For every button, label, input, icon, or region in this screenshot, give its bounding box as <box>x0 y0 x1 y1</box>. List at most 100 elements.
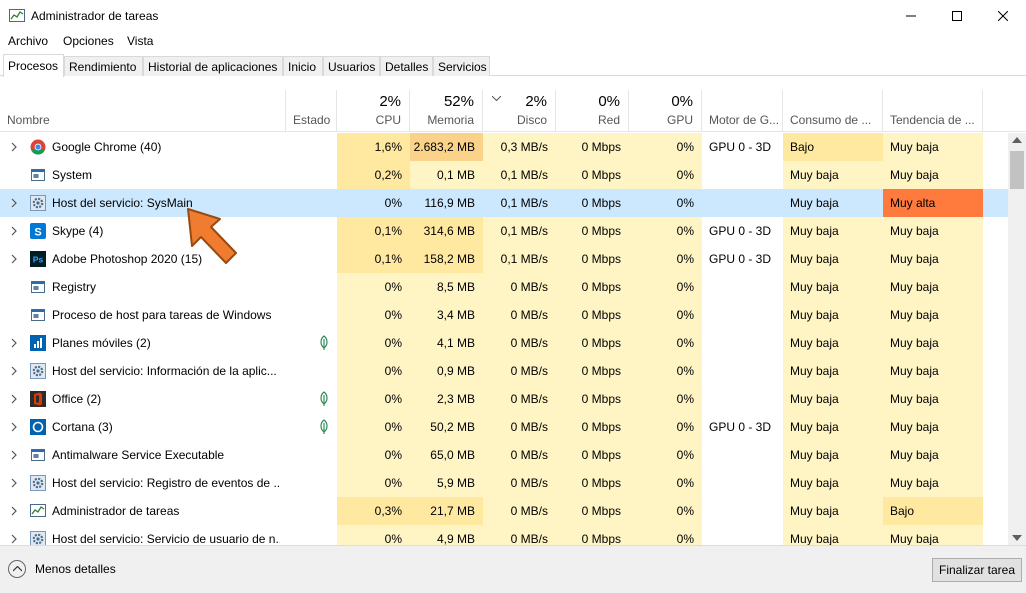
col-power-label: Consumo de ... <box>790 113 872 127</box>
expand-chevron-icon[interactable] <box>9 197 19 209</box>
cell-gpu: 0% <box>629 357 702 385</box>
process-name: Antimalware Service Executable <box>52 448 225 462</box>
col-disk[interactable]: 2% Disco <box>483 90 556 132</box>
col-memory-label: Memoria <box>427 113 474 127</box>
cell-cons: Muy baja <box>783 469 883 497</box>
less-details-button[interactable]: Menos detalles <box>8 559 116 579</box>
expand-chevron-icon[interactable] <box>9 141 19 153</box>
menu-opciones[interactable]: Opciones <box>63 34 114 48</box>
cell-disk: 0 MB/s <box>483 357 556 385</box>
table-row[interactable]: Registry 0% 8,5 MB 0 MB/s 0 Mbps 0% Muy baja Mu… <box>0 273 1008 301</box>
col-cpu[interactable]: 2% CPU <box>337 90 410 132</box>
table-row[interactable]: Host del servicio: SysMain 0% 116,9 MB 0,1 … <box>0 189 1008 217</box>
cell-gpu: 0% <box>629 469 702 497</box>
cell-motor <box>702 189 783 217</box>
tab-procesos[interactable]: Procesos <box>3 54 64 77</box>
col-disk-label: Disco <box>516 113 547 127</box>
cell-mem: 314,6 MB <box>410 217 483 245</box>
cell-cpu: 1,6% <box>337 133 410 161</box>
cell-cons: Muy baja <box>783 245 883 273</box>
expand-chevron-icon[interactable] <box>9 337 19 349</box>
cell-net: 0 Mbps <box>556 161 629 189</box>
cell-tend: Muy alta <box>883 189 983 217</box>
cell-mem: 21,7 MB <box>410 497 483 525</box>
window-icon <box>30 307 46 323</box>
col-status[interactable]: Estado <box>286 90 337 132</box>
scroll-up-icon[interactable] <box>1012 137 1022 143</box>
gear-icon <box>30 195 46 211</box>
cell-tend: Muy baja <box>883 357 983 385</box>
col-gpu[interactable]: 0% GPU <box>629 90 702 132</box>
col-memory[interactable]: 52% Memoria <box>410 90 483 132</box>
cell-gpu: 0% <box>629 441 702 469</box>
cell-cons: Muy baja <box>783 329 883 357</box>
process-name: Host del servicio: SysMain <box>52 196 193 210</box>
cell-gpu: 0% <box>629 497 702 525</box>
tab-detalles[interactable]: Detalles <box>380 56 433 76</box>
gear-icon <box>30 475 46 491</box>
close-button[interactable] <box>980 0 1026 32</box>
maximize-button[interactable] <box>934 0 980 32</box>
table-row[interactable]: Cortana (3) 0% 50,2 MB 0 MB/s 0 Mbps 0% GPU 0 … <box>0 413 1008 441</box>
tab-servicios[interactable]: Servicios <box>433 56 490 76</box>
menu-vista[interactable]: Vista <box>127 34 154 48</box>
chrome-icon <box>30 139 46 155</box>
col-power[interactable]: Consumo de ... <box>783 90 883 132</box>
col-status-label: Estado <box>293 113 331 127</box>
cell-cpu: 0% <box>337 469 410 497</box>
expand-chevron-icon[interactable] <box>9 365 19 377</box>
cell-cpu: 0,3% <box>337 497 410 525</box>
expand-chevron-icon[interactable] <box>9 449 19 461</box>
col-gpu-engine[interactable]: Motor de G... <box>702 90 783 132</box>
minimize-button[interactable] <box>888 0 934 32</box>
tab-rendimiento[interactable]: Rendimiento <box>64 56 143 76</box>
tab-inicio[interactable]: Inicio <box>283 56 323 76</box>
table-row[interactable]: Planes móviles (2) 0% 4,1 MB 0 MB/s 0 Mbps 0%… <box>0 329 1008 357</box>
table-row[interactable]: Google Chrome (40) 1,6% 2.683,2 MB 0,3 MB/s… <box>0 133 1008 161</box>
expand-chevron-icon[interactable] <box>9 421 19 433</box>
window-icon <box>30 167 46 183</box>
table-row[interactable]: Host del servicio: Registro de eventos d… <box>0 469 1008 497</box>
table-row[interactable]: Antimalware Service Executable 0% 65,0 MB 0… <box>0 441 1008 469</box>
process-name: Administrador de tareas <box>52 504 180 518</box>
process-name: Adobe Photoshop 2020 (15) <box>52 252 203 266</box>
col-power-trend[interactable]: Tendencia de ... <box>883 90 983 132</box>
expand-chevron-icon[interactable] <box>9 505 19 517</box>
less-details-label: Menos detalles <box>35 562 116 576</box>
end-task-button[interactable]: Finalizar tarea <box>932 558 1022 582</box>
table-row[interactable]: Host del servicio: Servicio de usuario d… <box>0 525 1008 545</box>
col-gpu-engine-label: Motor de G... <box>709 113 778 127</box>
vertical-scrollbar[interactable] <box>1008 133 1026 545</box>
table-row[interactable]: S Skype (4) 0,1% 314,6 MB 0,1 MB/s 0 Mbps 0% GP… <box>0 217 1008 245</box>
cell-motor <box>702 357 783 385</box>
col-network[interactable]: 0% Red <box>556 90 629 132</box>
process-name: Google Chrome (40) <box>52 140 162 154</box>
tab-historial[interactable]: Historial de aplicaciones <box>143 56 283 76</box>
tab-strip: Procesos Rendimiento Historial de aplica… <box>0 54 1026 77</box>
col-name[interactable]: Nombre <box>0 90 286 132</box>
cell-net: 0 Mbps <box>556 497 629 525</box>
expand-chevron-icon[interactable] <box>9 253 19 265</box>
table-row[interactable]: Ps Adobe Photoshop 2020 (15) 0,1% 158,2 MB 0… <box>0 245 1008 273</box>
taskmgr-icon <box>30 503 46 519</box>
expand-chevron-icon[interactable] <box>9 225 19 237</box>
table-row[interactable]: Administrador de tareas 0,3% 21,7 MB 0 MB/s… <box>0 497 1008 525</box>
table-row[interactable]: Host del servicio: Información de la apl… <box>0 357 1008 385</box>
process-name: Proceso de host para tareas de Windows <box>52 308 272 322</box>
scroll-thumb[interactable] <box>1010 151 1024 189</box>
expand-chevron-icon[interactable] <box>9 533 19 545</box>
cell-gpu: 0% <box>629 329 702 357</box>
table-row[interactable]: System 0,2% 0,1 MB 0,1 MB/s 0 Mbps 0% Muy baja… <box>0 161 1008 189</box>
cell-motor <box>702 469 783 497</box>
expand-chevron-icon[interactable] <box>9 393 19 405</box>
menu-archivo[interactable]: Archivo <box>8 34 49 48</box>
cell-motor <box>702 329 783 357</box>
tab-usuarios[interactable]: Usuarios <box>323 56 380 76</box>
expand-chevron-icon[interactable] <box>9 477 19 489</box>
scroll-down-icon[interactable] <box>1012 535 1022 541</box>
cell-motor: GPU 0 - 3D <box>709 224 772 238</box>
table-row[interactable]: Office (2) 0% 2,3 MB 0 MB/s 0 Mbps 0% Muy baja… <box>0 385 1008 413</box>
cell-gpu: 0% <box>629 161 702 189</box>
table-row[interactable]: Proceso de host para tareas de Windows 0%… <box>0 301 1008 329</box>
cell-cons: Muy baja <box>783 301 883 329</box>
